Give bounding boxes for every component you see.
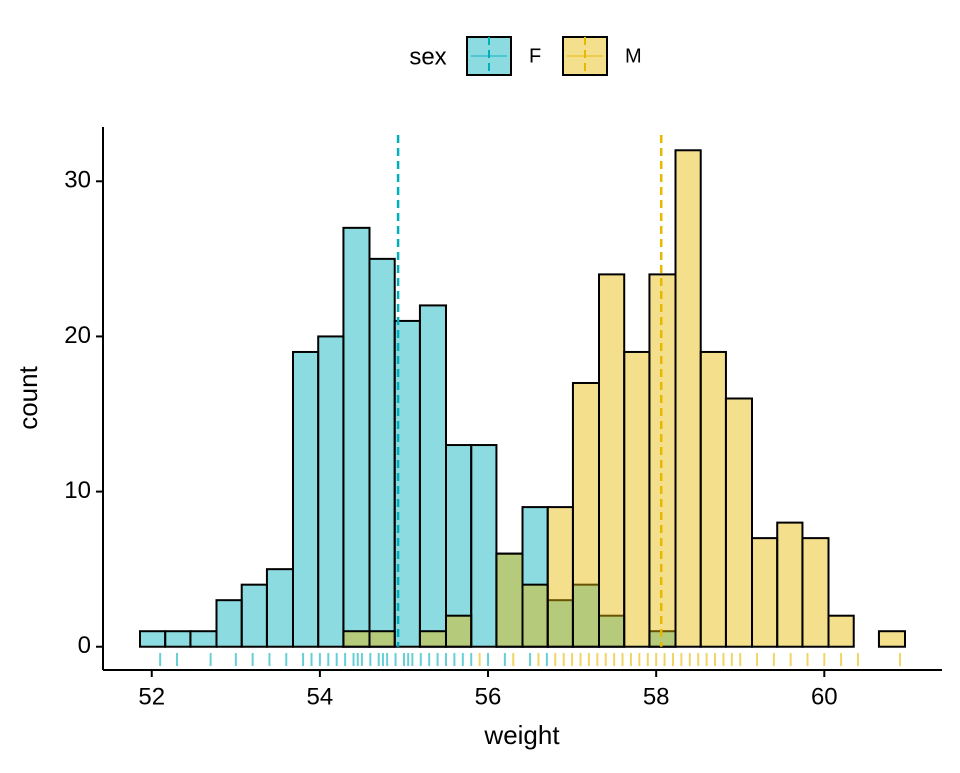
bar: [776, 521, 804, 648]
legend-label: M: [625, 45, 642, 67]
bar: [317, 335, 345, 648]
bar: [699, 350, 727, 648]
bar: [571, 583, 601, 648]
bar: [368, 257, 396, 648]
x-tick-label: 58: [643, 683, 670, 710]
bar: [444, 444, 473, 648]
bar: [418, 630, 447, 648]
y-tick-label: 30: [64, 167, 91, 194]
legend-label: F: [529, 45, 541, 67]
y-tick-label: 0: [78, 632, 91, 659]
x-tick-label: 60: [811, 683, 838, 710]
bar: [495, 552, 524, 648]
bar: [648, 273, 677, 648]
bar: [521, 583, 549, 648]
bar: [240, 583, 268, 648]
bar: [623, 350, 651, 648]
bar: [521, 506, 549, 648]
bar: [751, 537, 779, 648]
bar: [827, 614, 855, 648]
x-tick-label: 52: [138, 683, 165, 710]
bar: [674, 149, 702, 648]
bar: [164, 630, 192, 648]
bar: [444, 614, 473, 648]
x-axis-title: weight: [483, 720, 560, 750]
y-tick-label: 10: [64, 477, 91, 504]
bar: [801, 537, 830, 648]
bar: [342, 630, 371, 648]
legend-title: sex: [409, 43, 446, 70]
bar: [418, 304, 447, 648]
bar: [546, 506, 574, 648]
bar: [877, 630, 907, 648]
x-tick-label: 56: [475, 683, 502, 710]
bar: [571, 381, 601, 648]
bar: [138, 630, 167, 648]
bar: [470, 444, 498, 648]
bar: [291, 350, 320, 648]
y-axis-title: count: [13, 365, 43, 429]
bar: [724, 397, 754, 648]
bar: [265, 568, 294, 648]
x-tick-label: 54: [307, 683, 334, 710]
bar: [598, 273, 626, 648]
bar: [368, 630, 396, 648]
y-tick-label: 20: [64, 322, 91, 349]
bar: [215, 599, 243, 648]
bar: [189, 630, 218, 648]
bar: [342, 226, 371, 648]
